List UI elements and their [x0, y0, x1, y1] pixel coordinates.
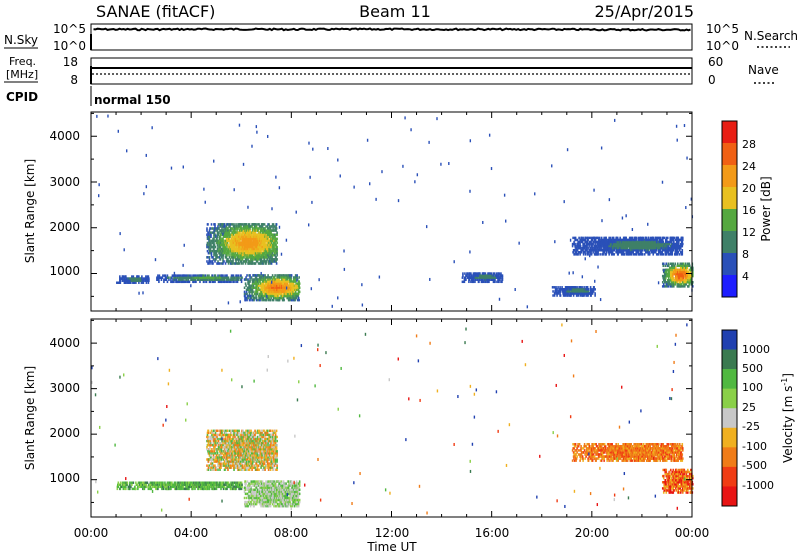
power-cbar-tick-8: 8 — [742, 248, 749, 261]
power-cbar-tick-12: 12 — [742, 226, 756, 239]
velocity-ytick-3000: 3000 — [49, 381, 80, 395]
velocity-ytick-4000: 4000 — [49, 336, 80, 350]
power-cbar-tick-4: 4 — [742, 270, 749, 283]
vel-cbar-tick-m1000: -1000 — [742, 479, 774, 492]
time-tick-0400: 04:00 — [174, 526, 209, 540]
power-ytick-1000: 1000 — [49, 264, 80, 278]
freq-label-line2: [MHz] — [6, 68, 38, 81]
nsky-ytick-bottom: 10^0 — [53, 39, 86, 53]
velocity-panel: Slant Range [km] 1000 2000 3000 4000 — [23, 318, 694, 518]
velocity-ytick-2000: 2000 — [49, 426, 80, 440]
power-colorbar: 4 8 12 16 20 24 28 Power [dB] — [721, 120, 773, 298]
station-title: SANAE (fitACF) — [96, 2, 215, 21]
velocity-ytick-1000: 1000 — [49, 471, 80, 485]
beam-title: Beam 11 — [359, 2, 431, 21]
time-axis-label: Time UT — [366, 540, 417, 554]
power-cbar-tick-28: 28 — [742, 138, 756, 151]
nsky-label: N.Sky — [4, 33, 38, 47]
cpid-label: CPID — [6, 90, 38, 104]
power-cbar-tick-20: 20 — [742, 182, 756, 195]
nsearch-label: N.Search — [744, 29, 798, 43]
power-ytick-3000: 3000 — [49, 175, 80, 189]
date-title: 25/Apr/2015 — [594, 2, 694, 21]
velocity-colorbar: 1000 500 100 25 -25 -100 -500 -1000 Velo… — [721, 329, 795, 507]
vel-cbar-tick-500: 500 — [742, 362, 763, 375]
velocity-yaxis-label: Slant Range [km] — [23, 366, 37, 470]
vel-cbar-tick-m25: -25 — [742, 420, 760, 433]
power-yaxis-label: Slant Range [km] — [23, 159, 37, 263]
freq-ytick-top: 18 — [63, 55, 78, 69]
cpid-mode: normal 150 — [94, 93, 171, 107]
power-panel: Slant Range [km] 1000 2000 3000 4000 — [23, 111, 694, 312]
freq-label-line1: Freq. — [9, 55, 36, 68]
nsky-series-line — [93, 27, 691, 32]
nave-label: Nave — [748, 63, 779, 77]
velocity-heatmap — [91, 323, 694, 515]
time-tick-1600: 16:00 — [475, 526, 510, 540]
nsky-panel: N.Sky 10^5 10^0 10^5 10^0 N.Search — [4, 22, 798, 53]
nave-ytick-bottom: 0 — [708, 73, 716, 87]
vel-cbar-tick-1000: 1000 — [742, 343, 770, 356]
power-cbar-tick-16: 16 — [742, 204, 756, 217]
velocity-cbar-label: Velocity [m s-1] — [780, 373, 795, 463]
freq-panel: Freq. [MHz] 18 8 60 0 Nave — [4, 55, 779, 87]
time-axis: 00:00 04:00 08:00 12:00 16:00 20:00 00:0… — [74, 526, 710, 554]
time-tick-0000: 00:00 — [74, 526, 109, 540]
power-cbar-label: Power [dB] — [759, 176, 773, 241]
time-tick-2400: 00:00 — [675, 526, 710, 540]
nsky-ytick-top: 10^5 — [53, 22, 86, 36]
vel-cbar-tick-m100: -100 — [742, 440, 767, 453]
power-ytick-2000: 2000 — [49, 220, 80, 234]
nave-ytick-top: 60 — [708, 55, 723, 69]
nsearch-ytick-bottom: 10^0 — [706, 39, 739, 53]
power-cbar-tick-24: 24 — [742, 160, 756, 173]
vel-cbar-tick-m500: -500 — [742, 459, 767, 472]
freq-ytick-bottom: 8 — [70, 73, 78, 87]
time-tick-2000: 20:00 — [575, 526, 610, 540]
vel-cbar-tick-100: 100 — [742, 381, 763, 394]
time-tick-0800: 08:00 — [274, 526, 309, 540]
nsearch-ytick-top: 10^5 — [706, 22, 739, 36]
power-ytick-4000: 4000 — [49, 129, 80, 143]
time-tick-1200: 12:00 — [375, 526, 410, 540]
vel-cbar-tick-25: 25 — [742, 401, 756, 414]
power-heatmap — [96, 114, 694, 309]
cpid-panel: CPID normal 150 — [6, 86, 171, 107]
